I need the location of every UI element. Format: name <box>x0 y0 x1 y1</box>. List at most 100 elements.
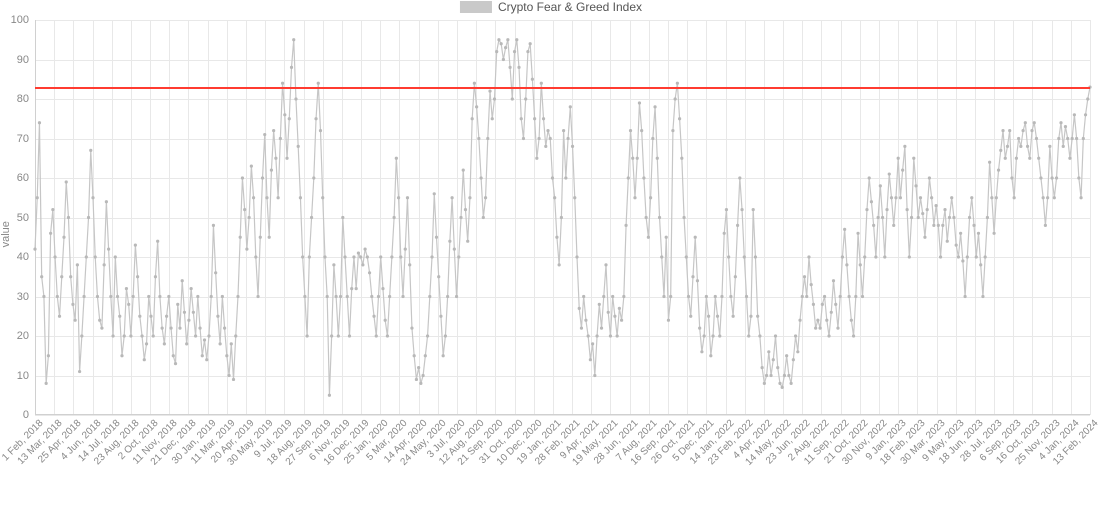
series-marker <box>430 255 433 258</box>
series-marker <box>707 315 710 318</box>
series-marker <box>1021 129 1024 132</box>
series-marker <box>219 342 222 345</box>
series-marker <box>359 255 362 258</box>
series-marker <box>274 157 277 160</box>
series-marker <box>163 342 166 345</box>
series-marker <box>1010 176 1013 179</box>
series-marker <box>805 295 808 298</box>
series-marker <box>216 315 219 318</box>
series-marker <box>165 315 168 318</box>
series-marker <box>950 196 953 199</box>
series-marker <box>256 295 259 298</box>
series-marker <box>948 216 951 219</box>
series-marker <box>1042 196 1045 199</box>
series-marker <box>395 157 398 160</box>
series-marker <box>225 354 228 357</box>
series-marker <box>930 196 933 199</box>
series-marker <box>321 196 324 199</box>
series-marker <box>196 295 199 298</box>
series-marker <box>968 216 971 219</box>
series-marker <box>705 295 708 298</box>
series-marker <box>977 232 980 235</box>
series-marker <box>955 244 958 247</box>
series-marker <box>616 334 619 337</box>
series-marker <box>205 358 208 361</box>
series-marker <box>1068 157 1071 160</box>
series-marker <box>720 295 723 298</box>
series-marker <box>778 382 781 385</box>
series-marker <box>158 295 161 298</box>
series-marker <box>807 255 810 258</box>
series-marker <box>926 208 929 211</box>
series-marker <box>872 224 875 227</box>
series-marker <box>426 334 429 337</box>
series-marker <box>531 78 534 81</box>
series-marker <box>194 334 197 337</box>
series-marker <box>314 117 317 120</box>
series-marker <box>566 137 569 140</box>
series-marker <box>368 271 371 274</box>
series-marker <box>698 327 701 330</box>
series-marker <box>952 216 955 219</box>
chart-legend: Crypto Fear & Greed Index <box>460 0 642 14</box>
series-marker <box>687 295 690 298</box>
series-marker <box>756 315 759 318</box>
series-marker <box>343 255 346 258</box>
series-marker <box>685 255 688 258</box>
series-marker <box>618 307 621 310</box>
series-marker <box>892 224 895 227</box>
series-marker <box>477 137 480 140</box>
series-marker <box>210 295 213 298</box>
series-marker <box>468 196 471 199</box>
series-marker <box>111 334 114 337</box>
series-marker <box>198 327 201 330</box>
series-marker <box>299 196 302 199</box>
series-marker <box>865 208 868 211</box>
series-marker <box>178 327 181 330</box>
series-marker <box>787 374 790 377</box>
series-marker <box>45 382 48 385</box>
series-marker <box>729 295 732 298</box>
series-marker <box>888 172 891 175</box>
series-marker <box>792 358 795 361</box>
series-marker <box>999 149 1002 152</box>
series-marker <box>323 255 326 258</box>
series-marker <box>656 157 659 160</box>
series-marker <box>856 232 859 235</box>
series-marker <box>700 350 703 353</box>
series-marker <box>107 248 110 251</box>
series-marker <box>339 295 342 298</box>
series-marker <box>667 319 670 322</box>
series-marker <box>645 216 648 219</box>
series-marker <box>972 224 975 227</box>
series-marker <box>1044 224 1047 227</box>
series-marker <box>94 255 97 258</box>
series-marker <box>288 117 291 120</box>
y-tick-label: 30 <box>17 291 35 303</box>
series-marker <box>522 137 525 140</box>
series-marker <box>571 145 574 148</box>
series-marker <box>71 303 74 306</box>
series-marker <box>642 176 645 179</box>
series-marker <box>533 117 536 120</box>
series-marker <box>995 196 998 199</box>
series-marker <box>375 334 378 337</box>
series-marker <box>903 145 906 148</box>
series-marker <box>912 157 915 160</box>
series-marker <box>934 204 937 207</box>
series-marker <box>134 244 137 247</box>
series-marker <box>129 334 132 337</box>
series-marker <box>290 66 293 69</box>
series-marker <box>901 169 904 172</box>
series-marker <box>1006 145 1009 148</box>
series-marker <box>845 263 848 266</box>
series-marker <box>535 157 538 160</box>
series-marker <box>1084 113 1087 116</box>
series-marker <box>832 279 835 282</box>
series-marker <box>979 263 982 266</box>
series-marker <box>69 275 72 278</box>
series-marker <box>379 255 382 258</box>
series-marker <box>455 295 458 298</box>
series-marker <box>674 97 677 100</box>
series-marker <box>248 216 251 219</box>
